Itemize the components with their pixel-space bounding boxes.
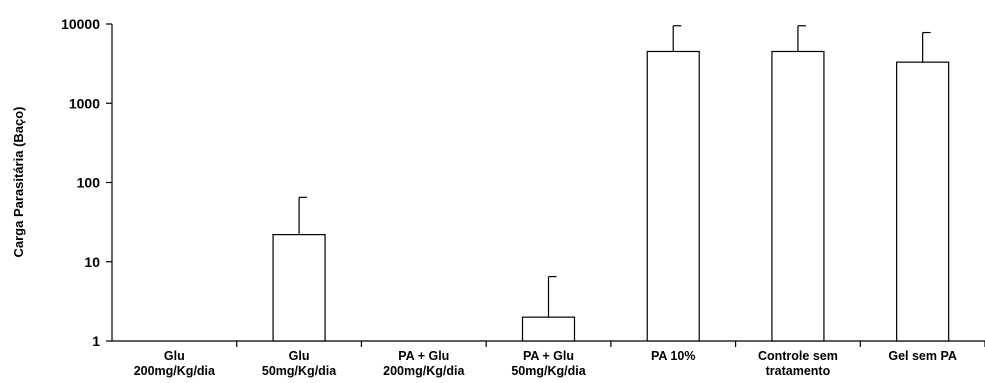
y-tick-label: 1000 [69, 95, 100, 111]
y-tick-label: 10000 [61, 16, 100, 32]
bars [272, 50, 950, 342]
x-category-label: 50mg/Kg/dia [262, 364, 337, 378]
bar [272, 234, 326, 342]
x-category-label: Glu [289, 349, 310, 363]
x-category-label: 200mg/Kg/dia [383, 364, 465, 378]
bar [896, 61, 950, 342]
x-category-label: 50mg/Kg/dia [511, 364, 586, 378]
y-tick-label: 10 [84, 254, 100, 270]
bar [521, 316, 576, 342]
y-axis-title: Carga Parasitária (Baço) [11, 106, 26, 257]
x-category-label: Glu [164, 349, 185, 363]
x-category-label: Gel sem PA [888, 349, 957, 363]
x-category-label: PA 10% [651, 349, 695, 363]
y-axis-ticks: 1 10 100 1000 10000 [61, 16, 112, 349]
x-category-label: PA + Glu [398, 349, 449, 363]
x-category-label: Controle sem [758, 349, 838, 363]
y-tick-label: 100 [77, 175, 101, 191]
error-bars [298, 25, 931, 318]
x-category-label: tratamento [766, 364, 831, 378]
bar [646, 50, 700, 342]
x-category-label: PA + Glu [523, 349, 574, 363]
y-tick-label: 1 [92, 333, 100, 349]
x-category-label: 200mg/Kg/dia [134, 364, 216, 378]
bar [771, 50, 825, 342]
